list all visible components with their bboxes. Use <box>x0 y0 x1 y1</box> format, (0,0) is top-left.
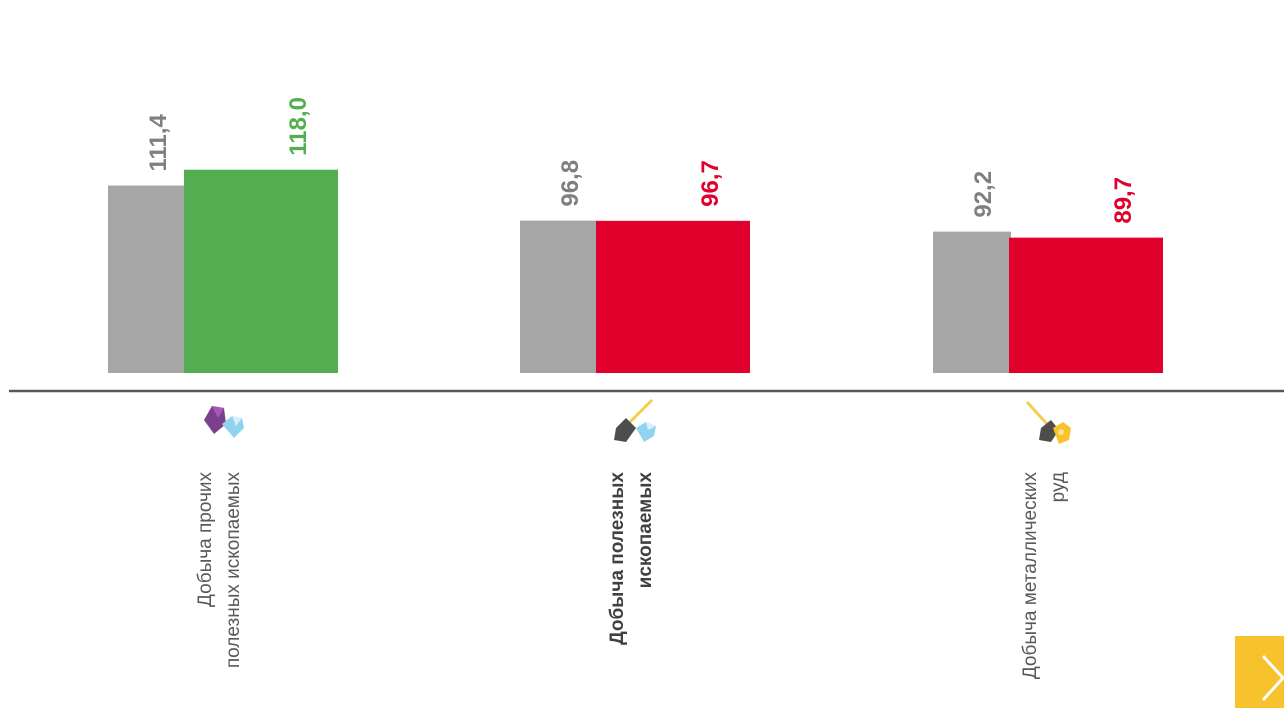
value-label-prev-2: 92,2 <box>970 171 997 218</box>
bar-current-0 <box>184 169 338 373</box>
shovel-diamond-icon <box>614 398 656 442</box>
category-label-1-line-0: Добыча полезных <box>607 472 628 645</box>
category-label-0-line-0: Добыча прочих <box>195 472 216 607</box>
bar-prev-2 <box>933 231 1011 373</box>
bar-current-1 <box>596 220 750 373</box>
value-label-current-2: 89,7 <box>1110 177 1137 224</box>
value-label-current-1: 96,7 <box>697 160 724 207</box>
category-label-2-line-0: Добыча металлических <box>1020 472 1041 680</box>
category-label-1-line-1: ископаемых <box>635 472 656 589</box>
bar-current-2 <box>1009 237 1163 373</box>
value-label-prev-0: 111,4 <box>145 113 172 171</box>
shovel-ore-icon <box>1025 400 1071 444</box>
value-label-prev-1: 96,8 <box>557 160 584 207</box>
category-label-2-line-1: руд <box>1048 472 1069 502</box>
value-label-current-0: 118,0 <box>285 97 312 156</box>
next-slide-button[interactable] <box>1235 636 1284 708</box>
category-label-0-line-1: полезных ископаемых <box>223 472 244 669</box>
chevron-right-icon <box>1261 654 1284 702</box>
gems-icon <box>204 406 244 438</box>
bar-prev-1 <box>520 220 598 373</box>
bar-prev-0 <box>108 185 186 373</box>
